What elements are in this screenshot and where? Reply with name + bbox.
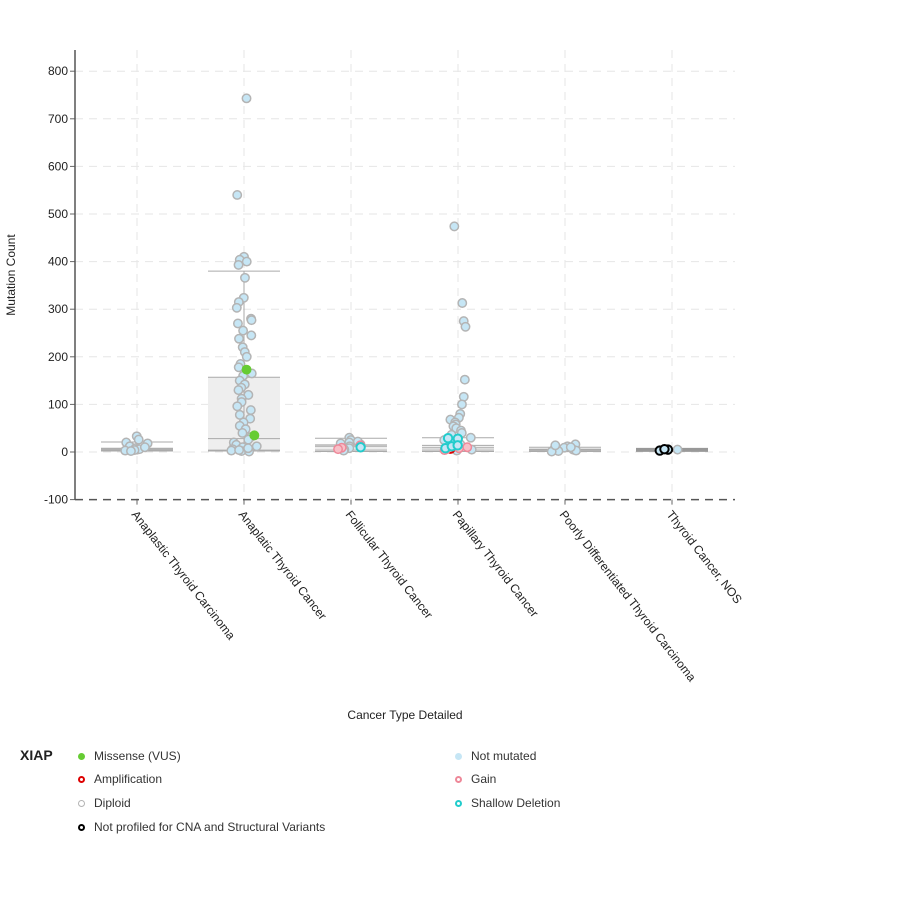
data-point xyxy=(240,272,250,283)
legend-item-gain: Gain xyxy=(455,772,496,786)
data-point xyxy=(234,333,244,344)
data-point xyxy=(234,409,245,420)
data-point xyxy=(460,321,471,332)
data-point xyxy=(251,441,262,452)
data-point xyxy=(126,446,136,456)
legend-item-not-profiled: Not profiled for CNA and Structural Vari… xyxy=(78,820,325,834)
box-plots xyxy=(101,270,708,453)
legend-title: XIAP xyxy=(20,747,53,763)
y-tick-label: 700 xyxy=(48,112,68,126)
y-tick-label: 600 xyxy=(48,159,68,173)
y-tick-label: 400 xyxy=(48,255,68,269)
data-point xyxy=(672,444,683,455)
data-point xyxy=(333,444,343,455)
series-shallow-deletion xyxy=(355,432,464,454)
data-point xyxy=(355,442,366,453)
data-point xyxy=(232,318,243,329)
data-point xyxy=(232,401,243,412)
x-tick-label: Thyroid Cancer, NOS xyxy=(664,508,745,606)
legend-item-missense: Missense (VUS) xyxy=(78,749,181,763)
legend-item-amplification: Amplification xyxy=(78,772,162,786)
data-point xyxy=(457,399,467,410)
legend-label: Missense (VUS) xyxy=(94,749,181,763)
box-scatter-chart: -100 0 100 200 300 400 500 600 700 800 Anaplastic … xyxy=(4,50,745,722)
y-tick-label: 300 xyxy=(48,302,68,316)
legend-label: Not profiled for CNA and Structural Vari… xyxy=(94,820,326,834)
data-point xyxy=(442,432,454,444)
data-point xyxy=(246,315,257,326)
data-point xyxy=(133,434,144,445)
data-point xyxy=(241,364,252,375)
y-tick-label: -100 xyxy=(44,493,68,507)
data-point xyxy=(659,443,670,455)
data-point xyxy=(245,405,256,416)
legend-label: Diploid xyxy=(94,796,131,810)
legend-item-not-mutated: Not mutated xyxy=(455,749,536,763)
y-tick-label: 500 xyxy=(48,207,68,221)
x-axis-title: Cancer Type Detailed xyxy=(347,708,462,722)
data-point xyxy=(238,325,249,336)
data-point xyxy=(241,256,252,267)
y-tick-label: 0 xyxy=(61,445,68,459)
x-tick-label: Papillary Thyroid Cancer xyxy=(450,508,542,620)
y-axis-title: Mutation Count xyxy=(4,234,18,316)
missense-legend-icon xyxy=(78,752,85,760)
data-point xyxy=(237,428,248,438)
data-point xyxy=(231,302,242,313)
legend-label: Not mutated xyxy=(471,749,537,763)
not-mutated-legend-icon xyxy=(455,752,462,760)
data-point xyxy=(232,190,243,200)
grid-lines xyxy=(75,50,735,500)
data-point xyxy=(457,298,468,308)
shallow-deletion-legend-icon xyxy=(455,799,462,807)
data-point xyxy=(233,385,244,396)
data-point xyxy=(462,442,473,453)
series-missense-vus- xyxy=(241,364,260,441)
legend-label: Amplification xyxy=(94,772,163,786)
series-not-profiled-for-cna-and-structural-variants xyxy=(654,443,674,456)
data-points xyxy=(120,93,683,457)
y-tick-label: 100 xyxy=(48,397,68,411)
data-point xyxy=(565,442,576,453)
x-tick-label: Follicular Thyroid Cancer xyxy=(343,508,436,622)
data-point xyxy=(243,443,254,454)
data-point xyxy=(449,221,460,232)
data-point xyxy=(241,93,252,104)
legend: XIAP Missense (VUS) Amplification Diploi… xyxy=(0,740,915,860)
x-tick-label: Anaplastic Thyroid Carcinoma xyxy=(129,508,239,643)
data-point xyxy=(550,440,561,451)
legend-item-shallow-deletion: Shallow Deletion xyxy=(455,796,560,810)
legend-item-diploid: Diploid xyxy=(78,796,131,810)
data-point xyxy=(233,259,244,270)
y-tick-label: 800 xyxy=(48,64,68,78)
x-tick-label: Anaplatic Thyroid Cancer xyxy=(236,508,330,623)
legend-label: Gain xyxy=(471,772,497,786)
axes: -100 0 100 200 300 400 500 600 700 800 Anaplastic … xyxy=(44,50,745,685)
gain-legend-icon xyxy=(455,775,462,783)
legend-label: Shallow Deletion xyxy=(471,796,561,810)
not-profiled-legend-icon xyxy=(78,823,85,831)
data-point xyxy=(452,440,463,451)
amplification-legend-icon xyxy=(78,775,85,783)
data-point xyxy=(465,432,476,443)
diploid-legend-icon xyxy=(78,799,85,807)
series-not-mutated xyxy=(120,93,683,457)
data-point xyxy=(234,445,245,456)
data-point xyxy=(241,351,252,362)
y-tick-label: 200 xyxy=(48,350,68,364)
data-point xyxy=(459,374,470,385)
data-point xyxy=(139,442,150,453)
data-point xyxy=(249,430,260,441)
data-point xyxy=(246,330,257,341)
